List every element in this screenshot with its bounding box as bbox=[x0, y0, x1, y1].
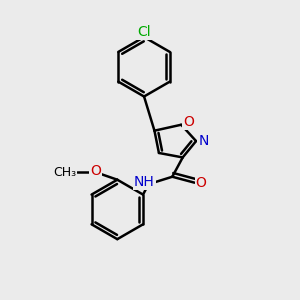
Text: NH: NH bbox=[134, 175, 154, 189]
Text: O: O bbox=[196, 176, 207, 190]
Text: CH₃: CH₃ bbox=[53, 166, 76, 179]
Text: N: N bbox=[198, 134, 209, 148]
Text: O: O bbox=[183, 116, 194, 129]
Text: O: O bbox=[91, 164, 101, 178]
Text: Cl: Cl bbox=[137, 25, 151, 39]
